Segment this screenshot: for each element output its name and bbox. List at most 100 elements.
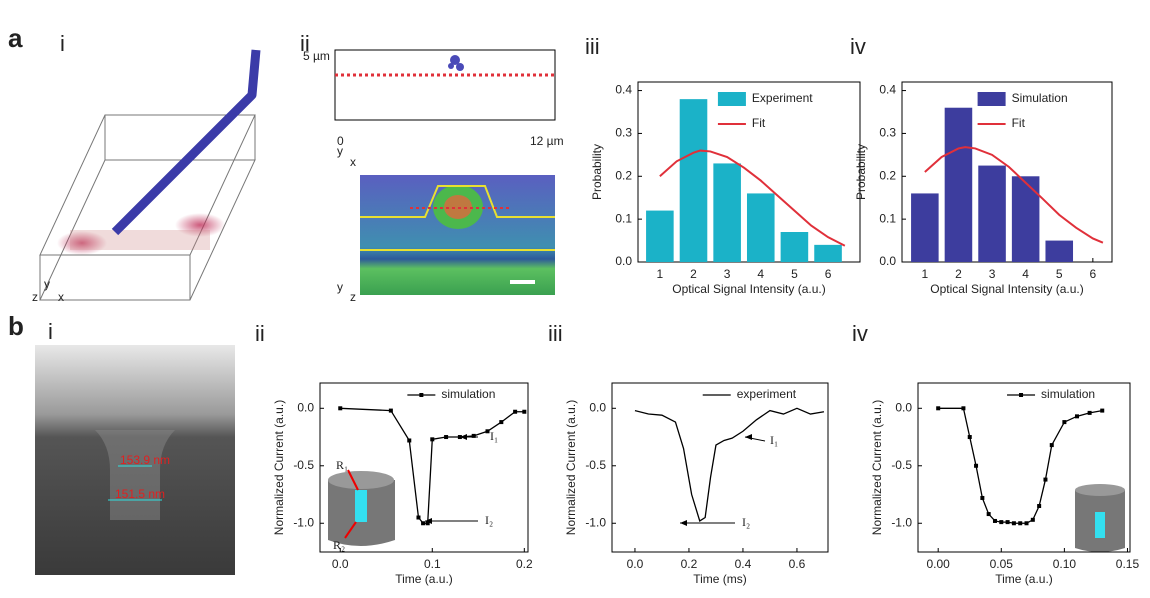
data-point xyxy=(1011,521,1016,526)
bar xyxy=(646,210,674,262)
y-tick-label: 0.0 xyxy=(895,400,912,414)
x-tick-label: 0.05 xyxy=(990,557,1014,571)
x-tick-label: 0.2 xyxy=(516,557,533,571)
panel-label: ii xyxy=(300,31,310,56)
data-line xyxy=(659,149,846,247)
legend-marker xyxy=(1019,393,1024,397)
inset-pore xyxy=(328,469,1125,552)
scale-label: 5 µm xyxy=(303,49,330,63)
annotation: I₂ xyxy=(742,515,750,529)
axis-icon-label: z xyxy=(32,290,38,304)
x-tick-label: 5 xyxy=(791,267,798,281)
y-tick-label: 0.0 xyxy=(615,254,632,268)
scale-label: 0 xyxy=(337,134,344,148)
y-axis-title: Probability xyxy=(854,144,868,200)
legend-marker xyxy=(419,393,424,397)
panel-label: iii xyxy=(585,34,600,59)
y-tick-label: -1.0 xyxy=(891,515,912,529)
data-point xyxy=(1062,420,1067,425)
measurement: 151.5 nm xyxy=(115,487,165,501)
legend-label: Experiment xyxy=(752,91,813,105)
data-point xyxy=(522,409,527,414)
x-axis-title: Optical Signal Intensity (a.u.) xyxy=(672,282,825,296)
data-line xyxy=(340,407,525,524)
data-point xyxy=(1075,414,1079,419)
y-tick-label: -0.5 xyxy=(585,458,606,472)
arrow-head xyxy=(680,520,687,526)
legend-label: simulation xyxy=(1041,387,1095,401)
y-tick-label: 0.0 xyxy=(879,254,896,268)
arrow-head xyxy=(425,518,432,524)
data-point xyxy=(1024,521,1029,526)
data-point xyxy=(425,521,430,526)
data-point xyxy=(416,515,421,520)
data-point xyxy=(430,437,435,442)
y-tick-label: 0.2 xyxy=(615,168,632,182)
plot-frame xyxy=(917,382,1131,553)
data-point xyxy=(513,409,518,414)
arrow-head xyxy=(745,434,752,440)
y-tick-label: -1.0 xyxy=(585,515,606,529)
bar xyxy=(1011,176,1040,262)
data-point xyxy=(1100,408,1105,413)
y-axis-title: Normalized Current (a.u.) xyxy=(870,400,884,535)
data-point xyxy=(986,512,991,517)
legend-swatch xyxy=(717,92,746,106)
data-point xyxy=(407,438,412,443)
data-point xyxy=(499,420,504,425)
x-tick-label: 0.0 xyxy=(627,557,644,571)
bar xyxy=(978,165,1006,262)
legend-label: Simulation xyxy=(1012,91,1068,105)
data-point xyxy=(936,406,941,411)
measurement: 153.9 nm xyxy=(120,453,170,467)
y-tick-label: 0.4 xyxy=(879,83,896,97)
plot-frame xyxy=(319,382,529,553)
x-tick-label: 6 xyxy=(825,267,832,281)
scale-label: 12 µm xyxy=(530,134,564,148)
y-tick-label: 0.4 xyxy=(615,83,632,97)
bar xyxy=(1045,240,1074,262)
figure-label: b xyxy=(8,311,24,341)
data-point xyxy=(1018,521,1023,526)
x-tick-label: 0.10 xyxy=(1053,557,1077,571)
y-tick-label: -1.0 xyxy=(293,515,314,529)
data-line xyxy=(634,407,825,522)
data-point xyxy=(1005,520,1010,525)
legend-label: Fit xyxy=(1012,116,1026,130)
annotation: I₁ xyxy=(490,429,498,443)
panel-label: iii xyxy=(548,321,563,346)
y-axis-title: Normalized Current (a.u.) xyxy=(564,400,578,535)
plot-frame xyxy=(901,81,1113,263)
data-point xyxy=(485,429,490,434)
axis-icon-label: y xyxy=(337,144,343,158)
x-tick-label: 6 xyxy=(1090,267,1097,281)
sem-image xyxy=(35,345,235,575)
x-tick-label: 3 xyxy=(724,267,731,281)
y-tick-label: -0.5 xyxy=(891,458,912,472)
profile-plot xyxy=(334,49,556,295)
bar xyxy=(814,244,842,262)
axis-icon-label: x xyxy=(58,290,64,304)
arrow-head xyxy=(460,434,467,440)
panel-label: iv xyxy=(852,321,868,346)
y-tick-label: -0.5 xyxy=(293,458,314,472)
data-point xyxy=(421,521,426,526)
data-point xyxy=(974,463,979,468)
data-point xyxy=(980,495,985,500)
panel-label: i xyxy=(60,31,65,56)
figure-label: a xyxy=(8,23,23,53)
data-point xyxy=(1043,477,1048,482)
x-axis-title: Time (a.u.) xyxy=(395,572,453,586)
axis-icon-label: y xyxy=(44,277,50,291)
legend-swatch xyxy=(977,92,1006,106)
x-tick-label: 1 xyxy=(657,267,664,281)
panel-label: ii xyxy=(255,321,265,346)
x-tick-label: 2 xyxy=(690,267,697,281)
axis-icon-label: y xyxy=(337,280,343,294)
plot-frame xyxy=(611,382,829,553)
x-tick-label: 0.4 xyxy=(735,557,752,571)
annotation: I₂ xyxy=(485,513,493,527)
data-line xyxy=(938,407,1103,524)
data-point xyxy=(444,435,449,440)
